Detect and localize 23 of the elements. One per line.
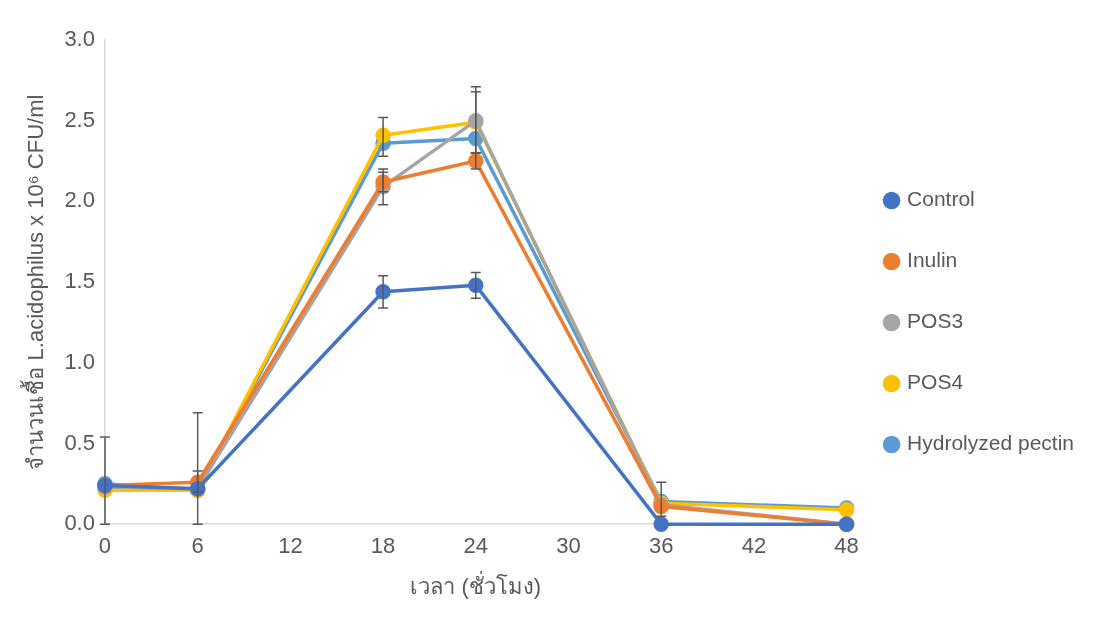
x-axis-title: เวลา (ชั่วโมง) [410, 570, 542, 599]
x-tick-label: 42 [741, 533, 767, 559]
legend-label: POS4 [907, 370, 964, 394]
x-tick-label: 24 [463, 533, 489, 559]
legend-label: Inulin [907, 248, 958, 272]
x-tick-label: 6 [191, 533, 204, 559]
y-tick-label: 1.5 [64, 268, 95, 294]
x-tick-label: 48 [834, 533, 859, 559]
y-tick-label: 3.0 [64, 26, 95, 52]
y-tick-label: 0.5 [64, 429, 95, 455]
legend-label: POS3 [907, 309, 964, 333]
x-tick-label: 36 [648, 533, 674, 559]
x-tick-label: 12 [278, 533, 303, 559]
x-tick-label: 0 [98, 533, 112, 559]
x-tick-label: 30 [556, 533, 581, 559]
legend-label: Hydrolyzed pectin [907, 431, 1075, 455]
x-tick-label: 18 [370, 533, 396, 559]
y-tick-label: 1.0 [64, 348, 95, 374]
y-axis-title: จำนวนเชื้อ L.acidophilus x 10⁶ CFU/ml [20, 94, 49, 470]
y-tick-label: 2.5 [64, 106, 95, 132]
legend-label: Control [907, 187, 975, 211]
y-tick-label: 2.0 [64, 187, 95, 213]
y-tick-label: 0.0 [64, 510, 95, 536]
